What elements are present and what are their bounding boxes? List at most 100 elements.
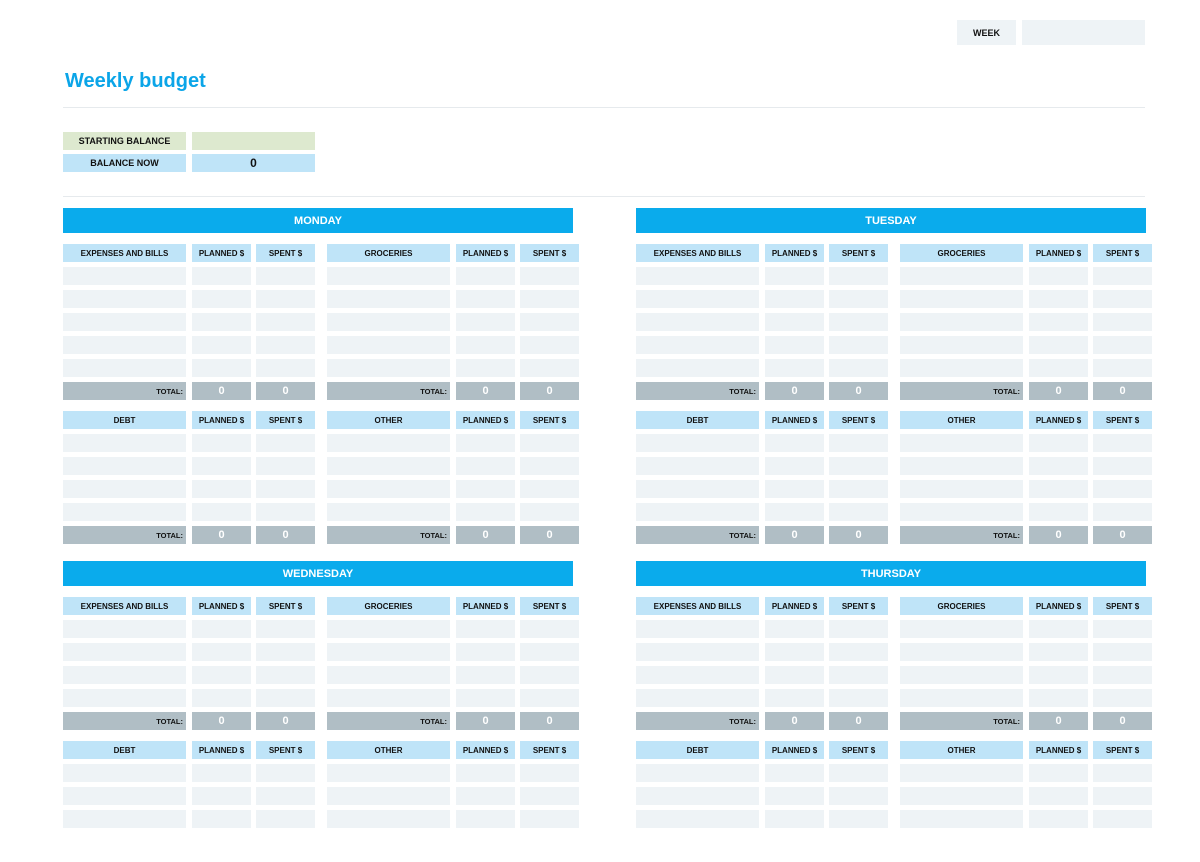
item-cell[interactable] xyxy=(63,764,186,782)
planned-cell[interactable] xyxy=(1029,457,1088,475)
spent-cell[interactable] xyxy=(829,689,888,707)
planned-cell[interactable] xyxy=(456,810,515,828)
spent-cell[interactable] xyxy=(520,787,579,805)
item-cell[interactable] xyxy=(636,810,759,828)
item-cell[interactable] xyxy=(63,359,186,377)
planned-cell[interactable] xyxy=(765,290,824,308)
spent-cell[interactable] xyxy=(829,290,888,308)
spent-cell[interactable] xyxy=(520,620,579,638)
item-cell[interactable] xyxy=(636,620,759,638)
planned-cell[interactable] xyxy=(1029,434,1088,452)
item-cell[interactable] xyxy=(636,290,759,308)
planned-cell[interactable] xyxy=(456,457,515,475)
planned-cell[interactable] xyxy=(456,689,515,707)
spent-cell[interactable] xyxy=(829,764,888,782)
item-cell[interactable] xyxy=(900,620,1023,638)
item-cell[interactable] xyxy=(900,336,1023,354)
planned-cell[interactable] xyxy=(765,313,824,331)
item-cell[interactable] xyxy=(63,480,186,498)
item-cell[interactable] xyxy=(327,267,450,285)
planned-cell[interactable] xyxy=(192,620,251,638)
planned-cell[interactable] xyxy=(192,480,251,498)
item-cell[interactable] xyxy=(327,787,450,805)
planned-cell[interactable] xyxy=(456,643,515,661)
item-cell[interactable] xyxy=(900,810,1023,828)
spent-cell[interactable] xyxy=(520,480,579,498)
planned-cell[interactable] xyxy=(1029,290,1088,308)
item-cell[interactable] xyxy=(327,457,450,475)
spent-cell[interactable] xyxy=(1093,503,1152,521)
planned-cell[interactable] xyxy=(192,689,251,707)
spent-cell[interactable] xyxy=(1093,267,1152,285)
spent-cell[interactable] xyxy=(256,313,315,331)
spent-cell[interactable] xyxy=(256,620,315,638)
item-cell[interactable] xyxy=(63,336,186,354)
planned-cell[interactable] xyxy=(1029,689,1088,707)
spent-cell[interactable] xyxy=(1093,480,1152,498)
spent-cell[interactable] xyxy=(256,457,315,475)
item-cell[interactable] xyxy=(327,643,450,661)
item-cell[interactable] xyxy=(63,457,186,475)
item-cell[interactable] xyxy=(327,764,450,782)
item-cell[interactable] xyxy=(900,359,1023,377)
item-cell[interactable] xyxy=(327,620,450,638)
spent-cell[interactable] xyxy=(1093,359,1152,377)
spent-cell[interactable] xyxy=(520,359,579,377)
planned-cell[interactable] xyxy=(1029,810,1088,828)
item-cell[interactable] xyxy=(327,689,450,707)
spent-cell[interactable] xyxy=(520,666,579,684)
item-cell[interactable] xyxy=(63,434,186,452)
spent-cell[interactable] xyxy=(829,666,888,684)
spent-cell[interactable] xyxy=(256,666,315,684)
spent-cell[interactable] xyxy=(1093,457,1152,475)
spent-cell[interactable] xyxy=(829,620,888,638)
planned-cell[interactable] xyxy=(456,313,515,331)
item-cell[interactable] xyxy=(63,620,186,638)
planned-cell[interactable] xyxy=(1029,643,1088,661)
item-cell[interactable] xyxy=(636,336,759,354)
item-cell[interactable] xyxy=(900,480,1023,498)
planned-cell[interactable] xyxy=(192,787,251,805)
planned-cell[interactable] xyxy=(1029,313,1088,331)
spent-cell[interactable] xyxy=(1093,290,1152,308)
planned-cell[interactable] xyxy=(765,457,824,475)
planned-cell[interactable] xyxy=(1029,359,1088,377)
planned-cell[interactable] xyxy=(1029,336,1088,354)
spent-cell[interactable] xyxy=(1093,434,1152,452)
spent-cell[interactable] xyxy=(1093,764,1152,782)
spent-cell[interactable] xyxy=(256,434,315,452)
planned-cell[interactable] xyxy=(456,787,515,805)
spent-cell[interactable] xyxy=(520,267,579,285)
planned-cell[interactable] xyxy=(456,336,515,354)
item-cell[interactable] xyxy=(900,313,1023,331)
item-cell[interactable] xyxy=(327,313,450,331)
spent-cell[interactable] xyxy=(256,787,315,805)
spent-cell[interactable] xyxy=(256,643,315,661)
spent-cell[interactable] xyxy=(1093,620,1152,638)
planned-cell[interactable] xyxy=(192,457,251,475)
spent-cell[interactable] xyxy=(1093,643,1152,661)
spent-cell[interactable] xyxy=(520,503,579,521)
planned-cell[interactable] xyxy=(765,480,824,498)
planned-cell[interactable] xyxy=(192,764,251,782)
spent-cell[interactable] xyxy=(256,290,315,308)
item-cell[interactable] xyxy=(900,764,1023,782)
item-cell[interactable] xyxy=(900,689,1023,707)
planned-cell[interactable] xyxy=(765,267,824,285)
item-cell[interactable] xyxy=(636,313,759,331)
item-cell[interactable] xyxy=(327,336,450,354)
planned-cell[interactable] xyxy=(456,620,515,638)
item-cell[interactable] xyxy=(327,359,450,377)
spent-cell[interactable] xyxy=(1093,336,1152,354)
planned-cell[interactable] xyxy=(192,290,251,308)
spent-cell[interactable] xyxy=(829,643,888,661)
planned-cell[interactable] xyxy=(765,620,824,638)
spent-cell[interactable] xyxy=(1093,666,1152,684)
planned-cell[interactable] xyxy=(192,810,251,828)
item-cell[interactable] xyxy=(327,434,450,452)
planned-cell[interactable] xyxy=(192,313,251,331)
spent-cell[interactable] xyxy=(256,764,315,782)
planned-cell[interactable] xyxy=(765,434,824,452)
item-cell[interactable] xyxy=(636,643,759,661)
spent-cell[interactable] xyxy=(256,267,315,285)
